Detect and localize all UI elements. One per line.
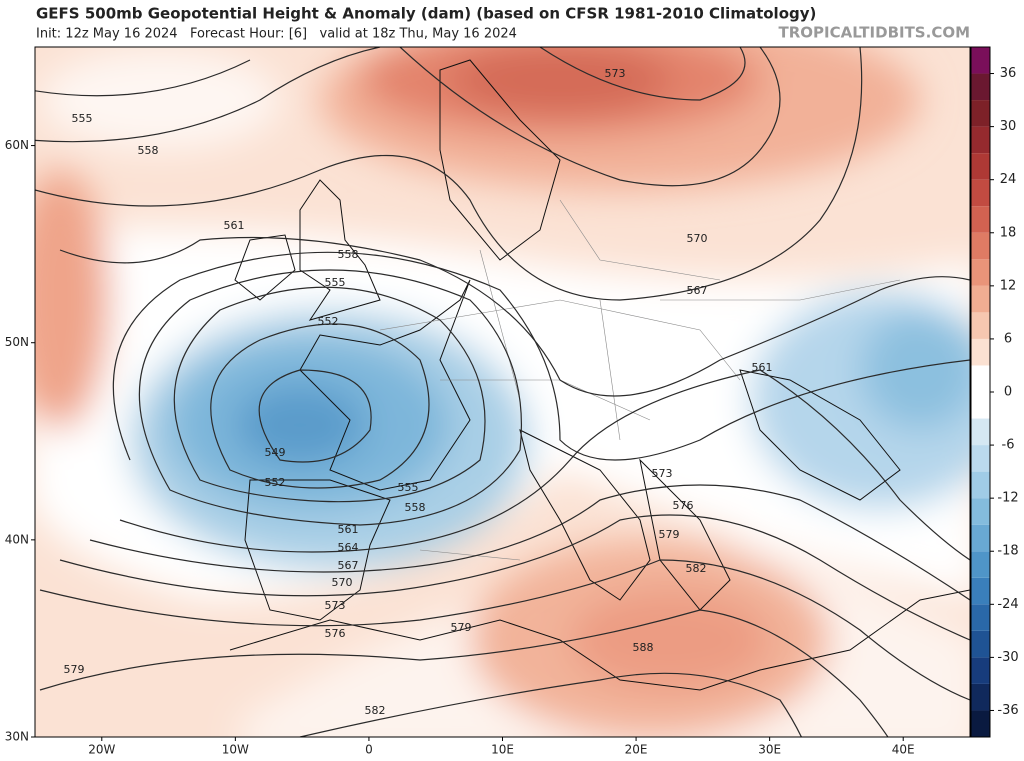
colorbar-bin [971, 100, 990, 127]
contour-label: 564 [338, 541, 359, 554]
colorbar-label: -36 [997, 703, 1018, 718]
contour-label: 579 [451, 621, 472, 634]
colorbar-bin [971, 710, 990, 737]
contour-label: 561 [224, 219, 245, 232]
contour-label: 558 [338, 248, 359, 261]
contour-label: 555 [325, 276, 346, 289]
colorbar-bin [971, 683, 990, 711]
x-tick-label: 10E [491, 743, 514, 757]
colorbar-bin [971, 630, 990, 658]
contour-labels: 573 555 558 561 558 555 552 570 567 561 549 552 555 5… [64, 67, 773, 717]
contour-label: 576 [673, 499, 694, 512]
colorbar-label: 6 [1004, 331, 1012, 346]
contour-label: 549 [265, 446, 286, 459]
contour-label: 558 [138, 144, 159, 157]
x-tick-label: 20W [88, 743, 115, 757]
colorbar: -36 -30 -24 -18 -12 -6 0 6 12 18 24 30 36 [970, 46, 1019, 738]
contour-label: 567 [687, 284, 708, 297]
contour-label: 588 [633, 641, 654, 654]
colorbar-bin [971, 551, 990, 578]
contour-label: 576 [325, 627, 346, 640]
colorbar-bin [971, 259, 990, 286]
colorbar-bin [971, 126, 990, 154]
map: 573 555 558 561 558 555 552 570 567 561 549 552 555 5… [35, 47, 970, 737]
contour-label: 582 [365, 704, 386, 717]
y-tick-label: 40N [5, 532, 29, 546]
contour-label: 555 [72, 112, 93, 125]
colorbar-bin [971, 445, 990, 472]
x-tick-label: 10W [222, 743, 249, 757]
colorbar-label: -6 [1002, 438, 1015, 453]
colorbar-bin [971, 153, 990, 180]
x-tick-label: 20E [625, 743, 648, 757]
contour-label: 558 [405, 501, 426, 514]
colorbar-label: -30 [997, 650, 1018, 665]
y-tick-label: 50N [5, 335, 29, 349]
height-contours [35, 47, 970, 737]
site-credit: TROPICALTIDBITS.COM [779, 24, 971, 42]
colorbar-label: -18 [997, 544, 1018, 559]
y-tick-label: 60N [5, 138, 29, 152]
colorbar-bin [971, 312, 990, 339]
colorbar-bin [971, 232, 990, 260]
colorbar-label: -12 [997, 491, 1018, 506]
contour-label: 561 [752, 361, 773, 374]
y-tick-label: 30N [5, 730, 29, 744]
subtitle: Init: 12z May 16 2024 Forecast Hour: [6]… [36, 27, 517, 42]
contour-label: 579 [659, 528, 680, 541]
contour-label: 573 [605, 67, 626, 80]
contour-label: 567 [338, 559, 359, 572]
colorbar-label: 18 [1000, 225, 1017, 240]
colorbar-bin [971, 418, 990, 446]
colorbar-label: -24 [997, 597, 1018, 612]
x-tick-label: 30E [758, 743, 781, 757]
colorbar-bin [971, 604, 990, 631]
colorbar-bin [971, 577, 990, 605]
contour-label: 570 [687, 232, 708, 245]
colorbar-bin [971, 179, 990, 207]
colorbar-label: 30 [1000, 119, 1017, 134]
colorbar-bin [971, 338, 990, 366]
contour-label: 561 [338, 523, 359, 536]
coastlines [229, 59, 970, 691]
x-tick-label: 40E [892, 743, 915, 757]
contour-label: 582 [686, 562, 707, 575]
contour-label: 570 [332, 576, 353, 589]
colorbar-label: 24 [1000, 172, 1017, 187]
colorbar-bin [971, 524, 990, 552]
colorbar-bin [971, 657, 990, 684]
colorbar-bin [971, 498, 990, 525]
contour-label: 552 [265, 476, 286, 489]
colorbar-label: 36 [1000, 66, 1017, 81]
contour-label: 555 [398, 481, 419, 494]
contour-label: 573 [325, 599, 346, 612]
colorbar-bin [971, 471, 990, 499]
colorbar-bin [971, 47, 990, 74]
colorbar-bin [971, 73, 990, 101]
colorbar-bin [971, 285, 990, 313]
anomaly-shading [35, 47, 970, 737]
contour-label: 573 [652, 467, 673, 480]
map-axes: 20W 10W 0 10E 20E 30E 40E 30N 40N 50N 60N [5, 138, 915, 756]
colorbar-label: 12 [1000, 278, 1017, 293]
colorbar-bin [971, 365, 990, 392]
title: GEFS 500mb Geopotential Height & Anomaly… [36, 5, 816, 23]
x-tick-label: 0 [365, 743, 373, 757]
colorbar-bin [971, 392, 990, 419]
colorbar-bin [971, 206, 990, 233]
colorbar-label: 0 [1004, 385, 1012, 400]
contour-label: 552 [318, 315, 339, 328]
contour-label: 579 [64, 663, 85, 676]
